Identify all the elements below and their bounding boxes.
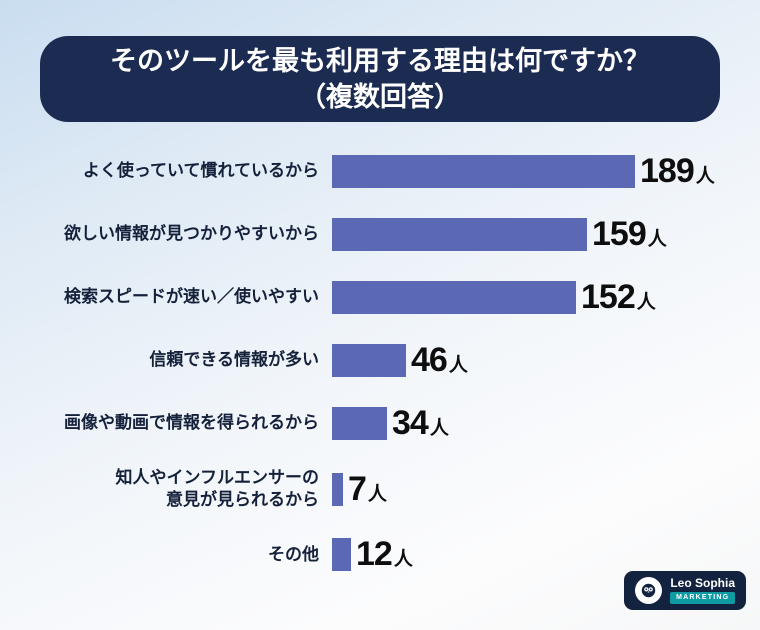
value-unit: 人 [636, 292, 656, 313]
value-number: 189 [640, 152, 695, 190]
chart-row: 信頼できる情報が多い 46 人 [0, 341, 760, 380]
bar-track: 12 人 [332, 535, 760, 574]
bar [332, 407, 387, 440]
value-number: 34 [392, 404, 429, 442]
category-label: 信頼できる情報が多い [149, 350, 319, 370]
chart-title-banner: そのツールを最も利用する理由は何ですか？ （複数回答） [40, 36, 720, 122]
chart-title-line1: そのツールを最も利用する理由は何ですか？ [110, 45, 650, 76]
bar [332, 344, 406, 377]
value-unit: 人 [393, 549, 413, 571]
value-unit: 人 [647, 229, 667, 250]
value-label: 12 人 [356, 535, 413, 574]
owl-logo-icon [635, 577, 663, 604]
chart-row: その他 12 人 [0, 535, 760, 574]
value-number: 12 [356, 535, 393, 574]
value-number: 152 [581, 278, 636, 316]
chart-row: よく使っていて慣れているから 189 人 [0, 152, 760, 191]
bar [332, 281, 576, 314]
value-unit: 人 [429, 418, 449, 439]
value-number: 7 [348, 469, 367, 508]
brand-logo: Leo Sophia MARKETING [624, 571, 746, 610]
chart-title-line2: （複数回答） [299, 82, 461, 112]
value-number: 159 [592, 215, 647, 253]
value-label: 34 人 [392, 404, 449, 443]
category-label: 知人やインフルエンサーの 意見が見られるから [115, 468, 320, 510]
bar-chart: よく使っていて慣れているから 189 人欲しい情報が見つかりやすいから 159 人検索ス… [0, 152, 760, 598]
category-label: 検索スピードが速い／使いやすい [64, 287, 319, 307]
chart-row: 欲しい情報が見つかりやすいから 159 人 [0, 215, 760, 254]
value-label: 46 人 [411, 341, 468, 380]
value-unit: 人 [448, 355, 468, 376]
bar [332, 218, 587, 251]
category-label: 画像や動画で情報を得られるから [64, 413, 319, 433]
bar [332, 155, 635, 188]
bar-track: 46 人 [332, 341, 760, 380]
category-label: よく使っていて慣れているから [82, 161, 319, 181]
bar-track: 152 人 [332, 278, 760, 317]
bar-track: 159 人 [332, 215, 760, 254]
category-label: 欲しい情報が見つかりやすいから [64, 224, 319, 244]
bar [332, 472, 343, 506]
value-unit: 人 [367, 483, 387, 505]
value-number: 46 [411, 341, 448, 379]
value-label: 159 人 [592, 215, 667, 254]
bar-track: 34 人 [332, 404, 760, 443]
category-label: その他 [268, 544, 319, 564]
brand-name: Leo Sophia [670, 576, 735, 591]
chart-row: 画像や動画で情報を得られるから 34 人 [0, 404, 760, 443]
value-label: 152 人 [581, 278, 656, 317]
brand-subtitle: MARKETING [670, 592, 735, 604]
bar-track: 189 人 [332, 152, 760, 191]
chart-row: 検索スピードが速い／使いやすい 152 人 [0, 278, 760, 317]
bar [332, 538, 351, 572]
value-unit: 人 [695, 166, 715, 187]
value-label: 189 人 [640, 152, 715, 191]
chart-row: 知人やインフルエンサーの 意見が見られるから 7 人 [0, 467, 760, 511]
